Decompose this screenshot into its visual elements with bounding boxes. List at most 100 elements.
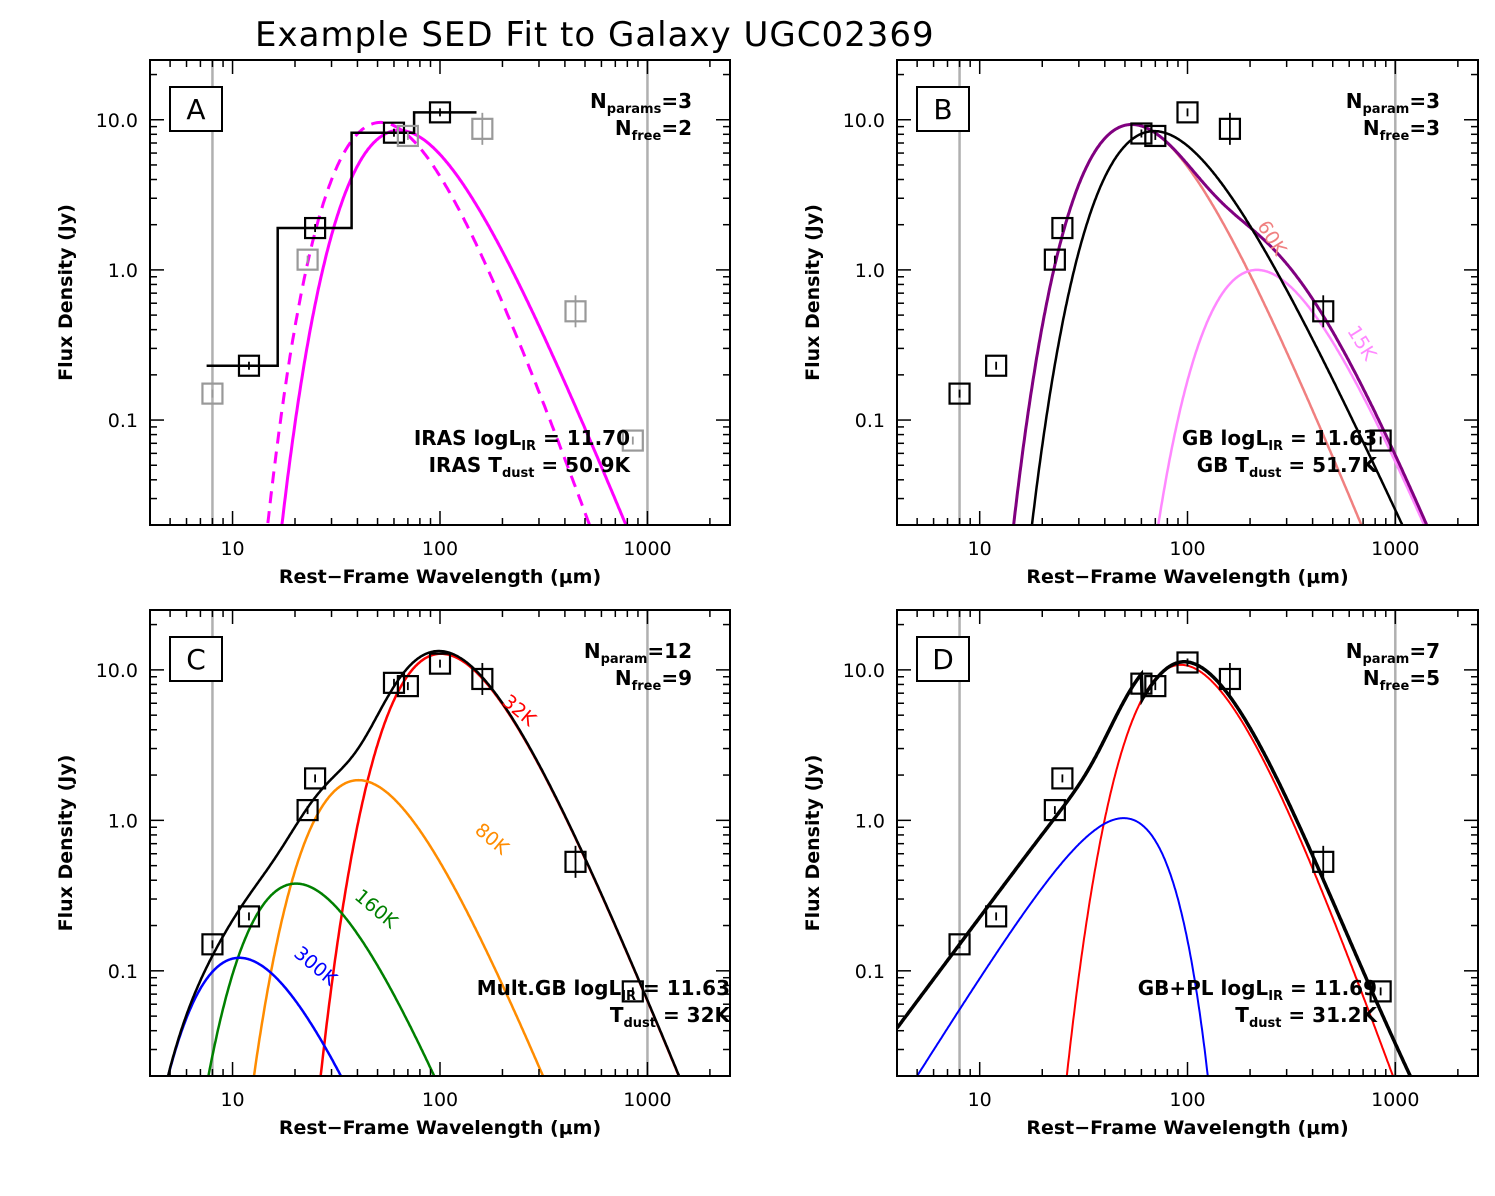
- series-line: [166, 649, 681, 1076]
- text-part: dust: [1249, 466, 1282, 481]
- x-tick-label: 10: [220, 538, 244, 560]
- data-point: [1369, 980, 1392, 1003]
- data-point: [304, 767, 327, 790]
- text-part: =9: [661, 666, 692, 690]
- curves: [1012, 123, 1429, 525]
- x-axis-label: Rest−Frame Wavelength (μm): [1026, 566, 1348, 588]
- data-point: [428, 652, 452, 675]
- x-tick-label: 100: [422, 1089, 458, 1111]
- x-tick-label: 10: [968, 538, 992, 560]
- panels: 10 100 1000 0.1 1.0 10.0 Rest−Frame Wavelength…: [55, 59, 1479, 1139]
- series-line: [915, 817, 1209, 1076]
- data-point: [382, 671, 406, 694]
- data-point: [396, 675, 419, 698]
- n-free-label: Nfree=2: [615, 116, 692, 144]
- text-part: N: [615, 666, 632, 690]
- text-part: =2: [661, 116, 692, 140]
- data-point: [296, 248, 319, 271]
- text-part: =5: [1409, 666, 1440, 690]
- x-tick-label: 1000: [623, 538, 671, 560]
- fit-annotation: Tdust = 32K: [610, 1003, 732, 1031]
- text-part: =7: [1409, 639, 1440, 663]
- series-line: [266, 120, 592, 525]
- fit-annotation: Tdust = 31.2K: [1235, 1003, 1378, 1031]
- text-part: = 31.2K: [1281, 1003, 1378, 1027]
- x-axis-label: Rest−Frame Wavelength (μm): [279, 1117, 601, 1139]
- curve-label: 32K: [498, 690, 541, 731]
- data-point: [296, 798, 319, 822]
- text-part: free: [1380, 679, 1410, 694]
- data-point: [985, 905, 1008, 928]
- y-tick-label: 0.1: [108, 961, 138, 983]
- text-part: = 32K: [656, 1003, 732, 1027]
- data-point: [948, 933, 971, 956]
- text-part: = 11.70: [536, 426, 630, 450]
- y-tick-label: 0.1: [855, 410, 885, 432]
- x-tick-label: 10: [220, 1089, 244, 1111]
- data-point: [1051, 767, 1074, 790]
- text-part: N: [1363, 116, 1380, 140]
- text-part: GB+PL logL: [1138, 976, 1269, 1000]
- data-point: [201, 382, 224, 405]
- panel-letter: D: [932, 643, 954, 676]
- data-point: [1130, 672, 1153, 695]
- x-tick-label: 100: [422, 538, 458, 560]
- x-tick-label: 1000: [1371, 538, 1419, 560]
- series-line: [897, 660, 1413, 1076]
- series-line: [1065, 663, 1394, 1076]
- data-point: [1369, 429, 1392, 452]
- text-part: dust: [502, 466, 535, 481]
- text-part: param: [1363, 102, 1410, 117]
- text-part: =3: [1409, 116, 1440, 140]
- data-point: [237, 354, 261, 377]
- y-tick-label: 10.0: [843, 660, 885, 682]
- curve-label: 300K: [290, 942, 342, 991]
- data-point: [1176, 651, 1199, 674]
- curves: [166, 649, 681, 1076]
- text-part: = 11.63: [1283, 426, 1377, 450]
- data-point: [382, 121, 406, 144]
- text-part: param: [1363, 652, 1410, 667]
- text-part: =3: [1409, 89, 1440, 113]
- text-part: GB logL: [1182, 426, 1269, 450]
- n-free-label: Nfree=9: [615, 666, 692, 694]
- fit-annotation: Mult.GB logLIR = 11.63: [477, 976, 730, 1004]
- text-part: free: [632, 129, 662, 144]
- figure-title: Example SED Fit to Galaxy UGC02369: [255, 15, 935, 55]
- x-axis-label: Rest−Frame Wavelength (μm): [279, 566, 601, 588]
- panel-letter-box: [916, 86, 970, 132]
- x-tick-label: 1000: [623, 1089, 671, 1111]
- panel-d: 10 100 1000 0.1 1.0 10.0 Rest−Frame Wavelength…: [802, 609, 1479, 1139]
- series-line: [1012, 123, 1363, 525]
- panel-letter-box: [169, 86, 223, 132]
- text-part: = 51.7K: [1281, 453, 1378, 477]
- curve-label: 160K: [350, 885, 402, 934]
- text-part: = 11.63: [636, 976, 730, 1000]
- text-part: param: [601, 652, 648, 667]
- data-point: [1144, 675, 1167, 698]
- x-tick-label: 10: [968, 1089, 992, 1111]
- data-point: [1043, 798, 1066, 822]
- y-tick-label: 1.0: [108, 260, 138, 282]
- n-params-label: Nparam=3: [1346, 89, 1440, 117]
- data-point: [304, 216, 327, 240]
- text-part: Mult.GB logL: [477, 976, 622, 1000]
- text-part: = 50.9K: [534, 453, 631, 477]
- fit-annotation: IRAS Tdust = 50.9K: [429, 453, 632, 481]
- text-part: IRAS logL: [414, 426, 522, 450]
- y-tick-label: 1.0: [855, 810, 885, 832]
- series-line: [166, 956, 343, 1076]
- text-part: IR: [1268, 439, 1283, 454]
- text-part: T: [610, 1003, 624, 1027]
- y-axis-label: Flux Density (Jy): [55, 755, 77, 932]
- series-line: [207, 882, 436, 1076]
- data-point: [1130, 122, 1153, 145]
- panel-b: 10 100 1000 0.1 1.0 10.0 Rest−Frame Wavelength…: [802, 59, 1479, 588]
- data-point: [1176, 101, 1199, 124]
- data-point: [948, 382, 971, 405]
- text-part: IR: [1268, 989, 1283, 1004]
- n-free-label: Nfree=5: [1363, 666, 1440, 694]
- data-point: [396, 124, 419, 148]
- text-part: N: [615, 116, 632, 140]
